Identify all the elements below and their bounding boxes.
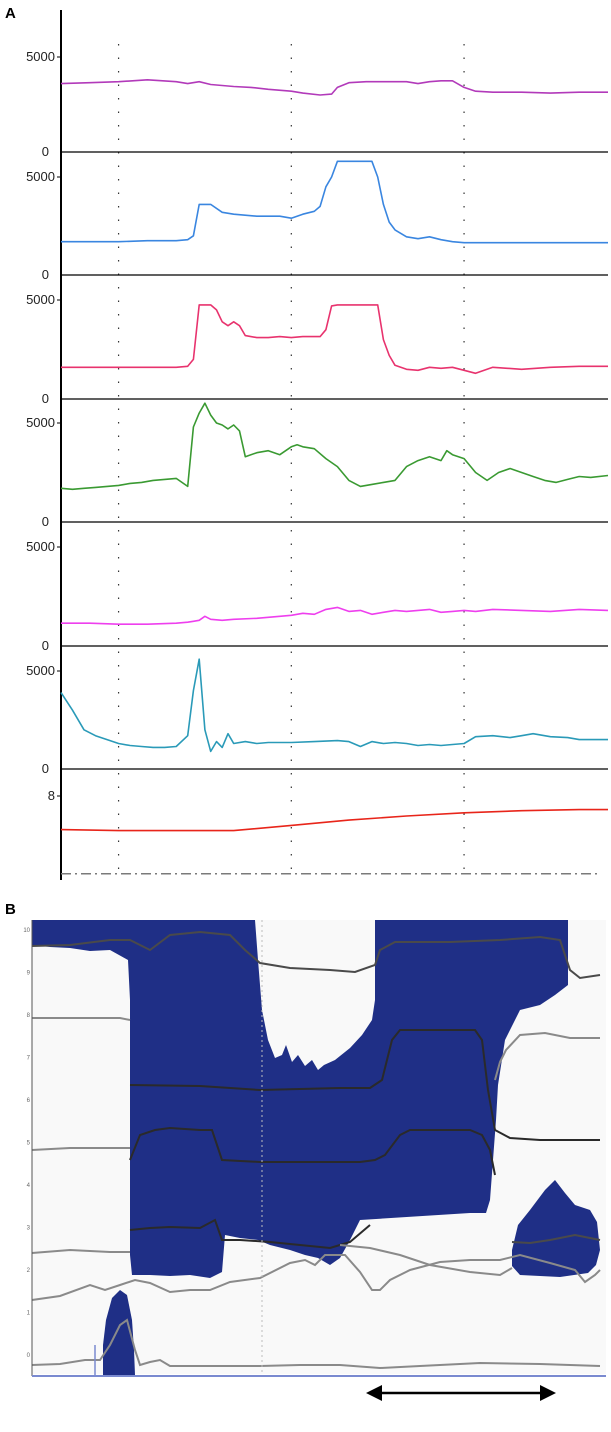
trace-line-9 <box>31 1253 601 1301</box>
subplot-3-tick-zero: 0 <box>42 391 49 406</box>
subplot-2-series-line <box>61 160 608 244</box>
panel-b-fill-regions <box>32 920 600 1375</box>
trace-line-3 <box>129 1029 600 1141</box>
subplot-6-tick-zero: 0 <box>42 761 49 776</box>
trace-line-8 <box>511 1233 601 1245</box>
panel-b-letter: B <box>5 901 16 918</box>
fill-region-top-left <box>32 920 568 1278</box>
trace-line-2 <box>32 1017 131 1021</box>
subplot-4-tick-zero: 0 <box>42 514 49 529</box>
panel-b-tick-label: 9 <box>27 971 31 977</box>
subplot-5-series-line <box>61 606 609 626</box>
panel-b-tick-label: 5 <box>27 1141 31 1147</box>
panel-b-trace-lines <box>31 930 601 1370</box>
trace-line-10 <box>31 1318 601 1370</box>
panel-b-tick-label: 2 <box>27 1268 31 1274</box>
panel-b-tick-label: 4 <box>27 1183 31 1189</box>
panel-a-letter: A <box>5 5 16 22</box>
fill-region-right-small <box>512 1180 600 1277</box>
subplot-4-tick-top: 5000 <box>26 415 55 430</box>
scale-arrow <box>366 1385 556 1401</box>
panel-b-tick-label: 6 <box>27 1098 31 1104</box>
trace-line-6 <box>129 1218 371 1250</box>
panel-b-tick-label: 1 <box>27 1311 31 1317</box>
trace-line-1 <box>31 930 601 980</box>
trace-line-5 <box>129 1126 496 1176</box>
panel-b-tick-label: 0 <box>27 1353 31 1359</box>
subplot-4-series-line <box>60 402 609 491</box>
subplot-6-series-line <box>60 658 608 753</box>
subplot-3-tick-top: 5000 <box>26 292 55 307</box>
panel-b-tick-label: 10 <box>23 928 30 934</box>
trace-line-2b <box>494 1031 600 1081</box>
subplot-3-series-line <box>61 304 608 375</box>
subplot-2-tick-top: 5000 <box>26 169 55 184</box>
subplot-1-series-line <box>60 79 608 96</box>
panel-a-chart: 5000 0 5000 0 5000 0 5000 0 5000 0 5000 0 8 <box>26 10 609 880</box>
trace-line-7 <box>31 1248 130 1254</box>
fill-region-bottom-spike <box>103 1290 135 1375</box>
subplot-1-tick-top: 5000 <box>26 49 55 64</box>
subplot-5-tick-zero: 0 <box>42 638 49 653</box>
subplot-2-tick-zero: 0 <box>42 267 49 282</box>
panel-b-tick-label: 3 <box>27 1226 31 1232</box>
subplot-1-tick-zero: 0 <box>42 144 49 159</box>
subplot-5-tick-top: 5000 <box>26 539 55 554</box>
subplot-7-tick-top: 8 <box>48 788 55 803</box>
panel-b-tick-label: 7 <box>27 1056 31 1062</box>
subplot-6-tick-top: 5000 <box>26 663 55 678</box>
subplot-7-series-line <box>60 808 608 832</box>
panel-b-tick-label: 8 <box>27 1013 31 1019</box>
trace-line-4 <box>31 1147 130 1151</box>
